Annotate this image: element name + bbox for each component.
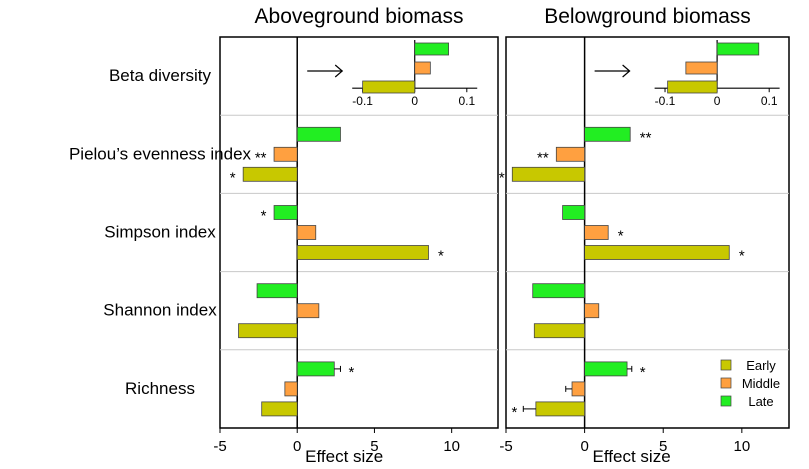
- bar-late: [256, 283, 298, 299]
- bar-early: [511, 166, 586, 182]
- category-label: Shannon index: [103, 301, 217, 320]
- bar-middle: [273, 146, 298, 162]
- significance-label: **: [640, 129, 652, 146]
- significance-label: *: [499, 169, 505, 186]
- bar-late: [296, 361, 335, 377]
- panel-aboveground: Aboveground biomass -5 0 5 10 Effect size Beta…: [69, 5, 499, 466]
- bar-early: [584, 245, 730, 260]
- significance-label: **: [537, 149, 549, 166]
- significance-label: *: [230, 169, 236, 186]
- inset-arrow-head: [622, 64, 631, 78]
- significance-label: *: [261, 208, 267, 225]
- bar-early: [261, 401, 298, 417]
- bar-early: [535, 401, 586, 417]
- bar-middle: [555, 146, 586, 162]
- inset-tick-label: 0.1: [458, 94, 475, 108]
- inset-tick-label: 0.1: [761, 94, 778, 108]
- x-tick-label: -5: [213, 438, 226, 455]
- bar-early: [296, 245, 429, 260]
- bar-middle: [296, 303, 320, 319]
- bar-late: [273, 205, 298, 220]
- inset-tick-label: -0.1: [655, 94, 676, 108]
- bar-late: [532, 283, 586, 299]
- inset-beta-diversity: -0.1 0 0.1: [307, 40, 478, 108]
- legend-swatch-early: [720, 359, 732, 371]
- inset-bar-middle: [414, 61, 431, 75]
- x-axis-label: Effect size: [593, 447, 671, 466]
- x-axis-label: Effect size: [305, 447, 383, 466]
- significance-label: **: [255, 149, 267, 166]
- bar-middle: [584, 303, 600, 319]
- bar-late: [296, 126, 341, 142]
- panel-title: Belowground biomass: [544, 5, 751, 28]
- inset-bar-late: [414, 42, 449, 56]
- plot-frame: [219, 36, 499, 429]
- significance-label: *: [739, 248, 745, 265]
- x-tick-label: 10: [443, 438, 460, 455]
- x-tick-label: 5: [370, 438, 378, 455]
- legend-label: Early: [746, 358, 776, 373]
- x-tick-label: 0: [580, 438, 588, 455]
- significance-label: *: [618, 228, 624, 245]
- category-label: Beta diversity: [109, 66, 212, 85]
- inset-bar-middle: [685, 61, 718, 75]
- x-tick-label: 0: [293, 438, 301, 455]
- inset-bar-early: [667, 80, 718, 94]
- bar-early: [238, 323, 298, 339]
- significance-label: *: [348, 364, 354, 381]
- inset-bar-early: [362, 80, 416, 94]
- bar-late: [584, 126, 631, 142]
- legend-swatch-middle: [720, 377, 732, 389]
- x-tick-label: 5: [659, 438, 667, 455]
- significance-label: *: [438, 248, 444, 265]
- significance-label: *: [511, 404, 517, 421]
- inset-arrow-head: [334, 64, 344, 78]
- category-label: Richness: [125, 379, 195, 398]
- inset-tick-label: 0: [714, 94, 721, 108]
- category-label: Simpson index: [104, 223, 216, 242]
- bar-early: [533, 323, 586, 339]
- legend: Early Middle Late: [720, 358, 780, 409]
- bar-middle: [296, 225, 317, 240]
- legend-label: Late: [748, 394, 773, 409]
- bar-middle: [584, 225, 609, 240]
- plot-frame: [505, 36, 790, 429]
- inset-tick-label: 0: [411, 94, 418, 108]
- legend-label: Middle: [742, 376, 780, 391]
- inset-tick-label: -0.1: [352, 94, 373, 108]
- x-tick-label: -5: [499, 438, 512, 455]
- bar-early: [242, 166, 298, 182]
- bar-middle: [571, 381, 586, 397]
- bar-late: [562, 205, 586, 220]
- inset-bar-late: [716, 42, 760, 56]
- inset-beta-diversity: -0.1 0 0.1: [594, 40, 780, 108]
- x-tick-label: 10: [733, 438, 750, 455]
- significance-label: *: [640, 364, 646, 381]
- bar-middle: [284, 381, 298, 397]
- legend-swatch-late: [720, 395, 732, 407]
- panel-title: Aboveground biomass: [255, 5, 464, 28]
- category-label: Pielou’s evenness index: [69, 144, 252, 163]
- bar-late: [584, 361, 628, 377]
